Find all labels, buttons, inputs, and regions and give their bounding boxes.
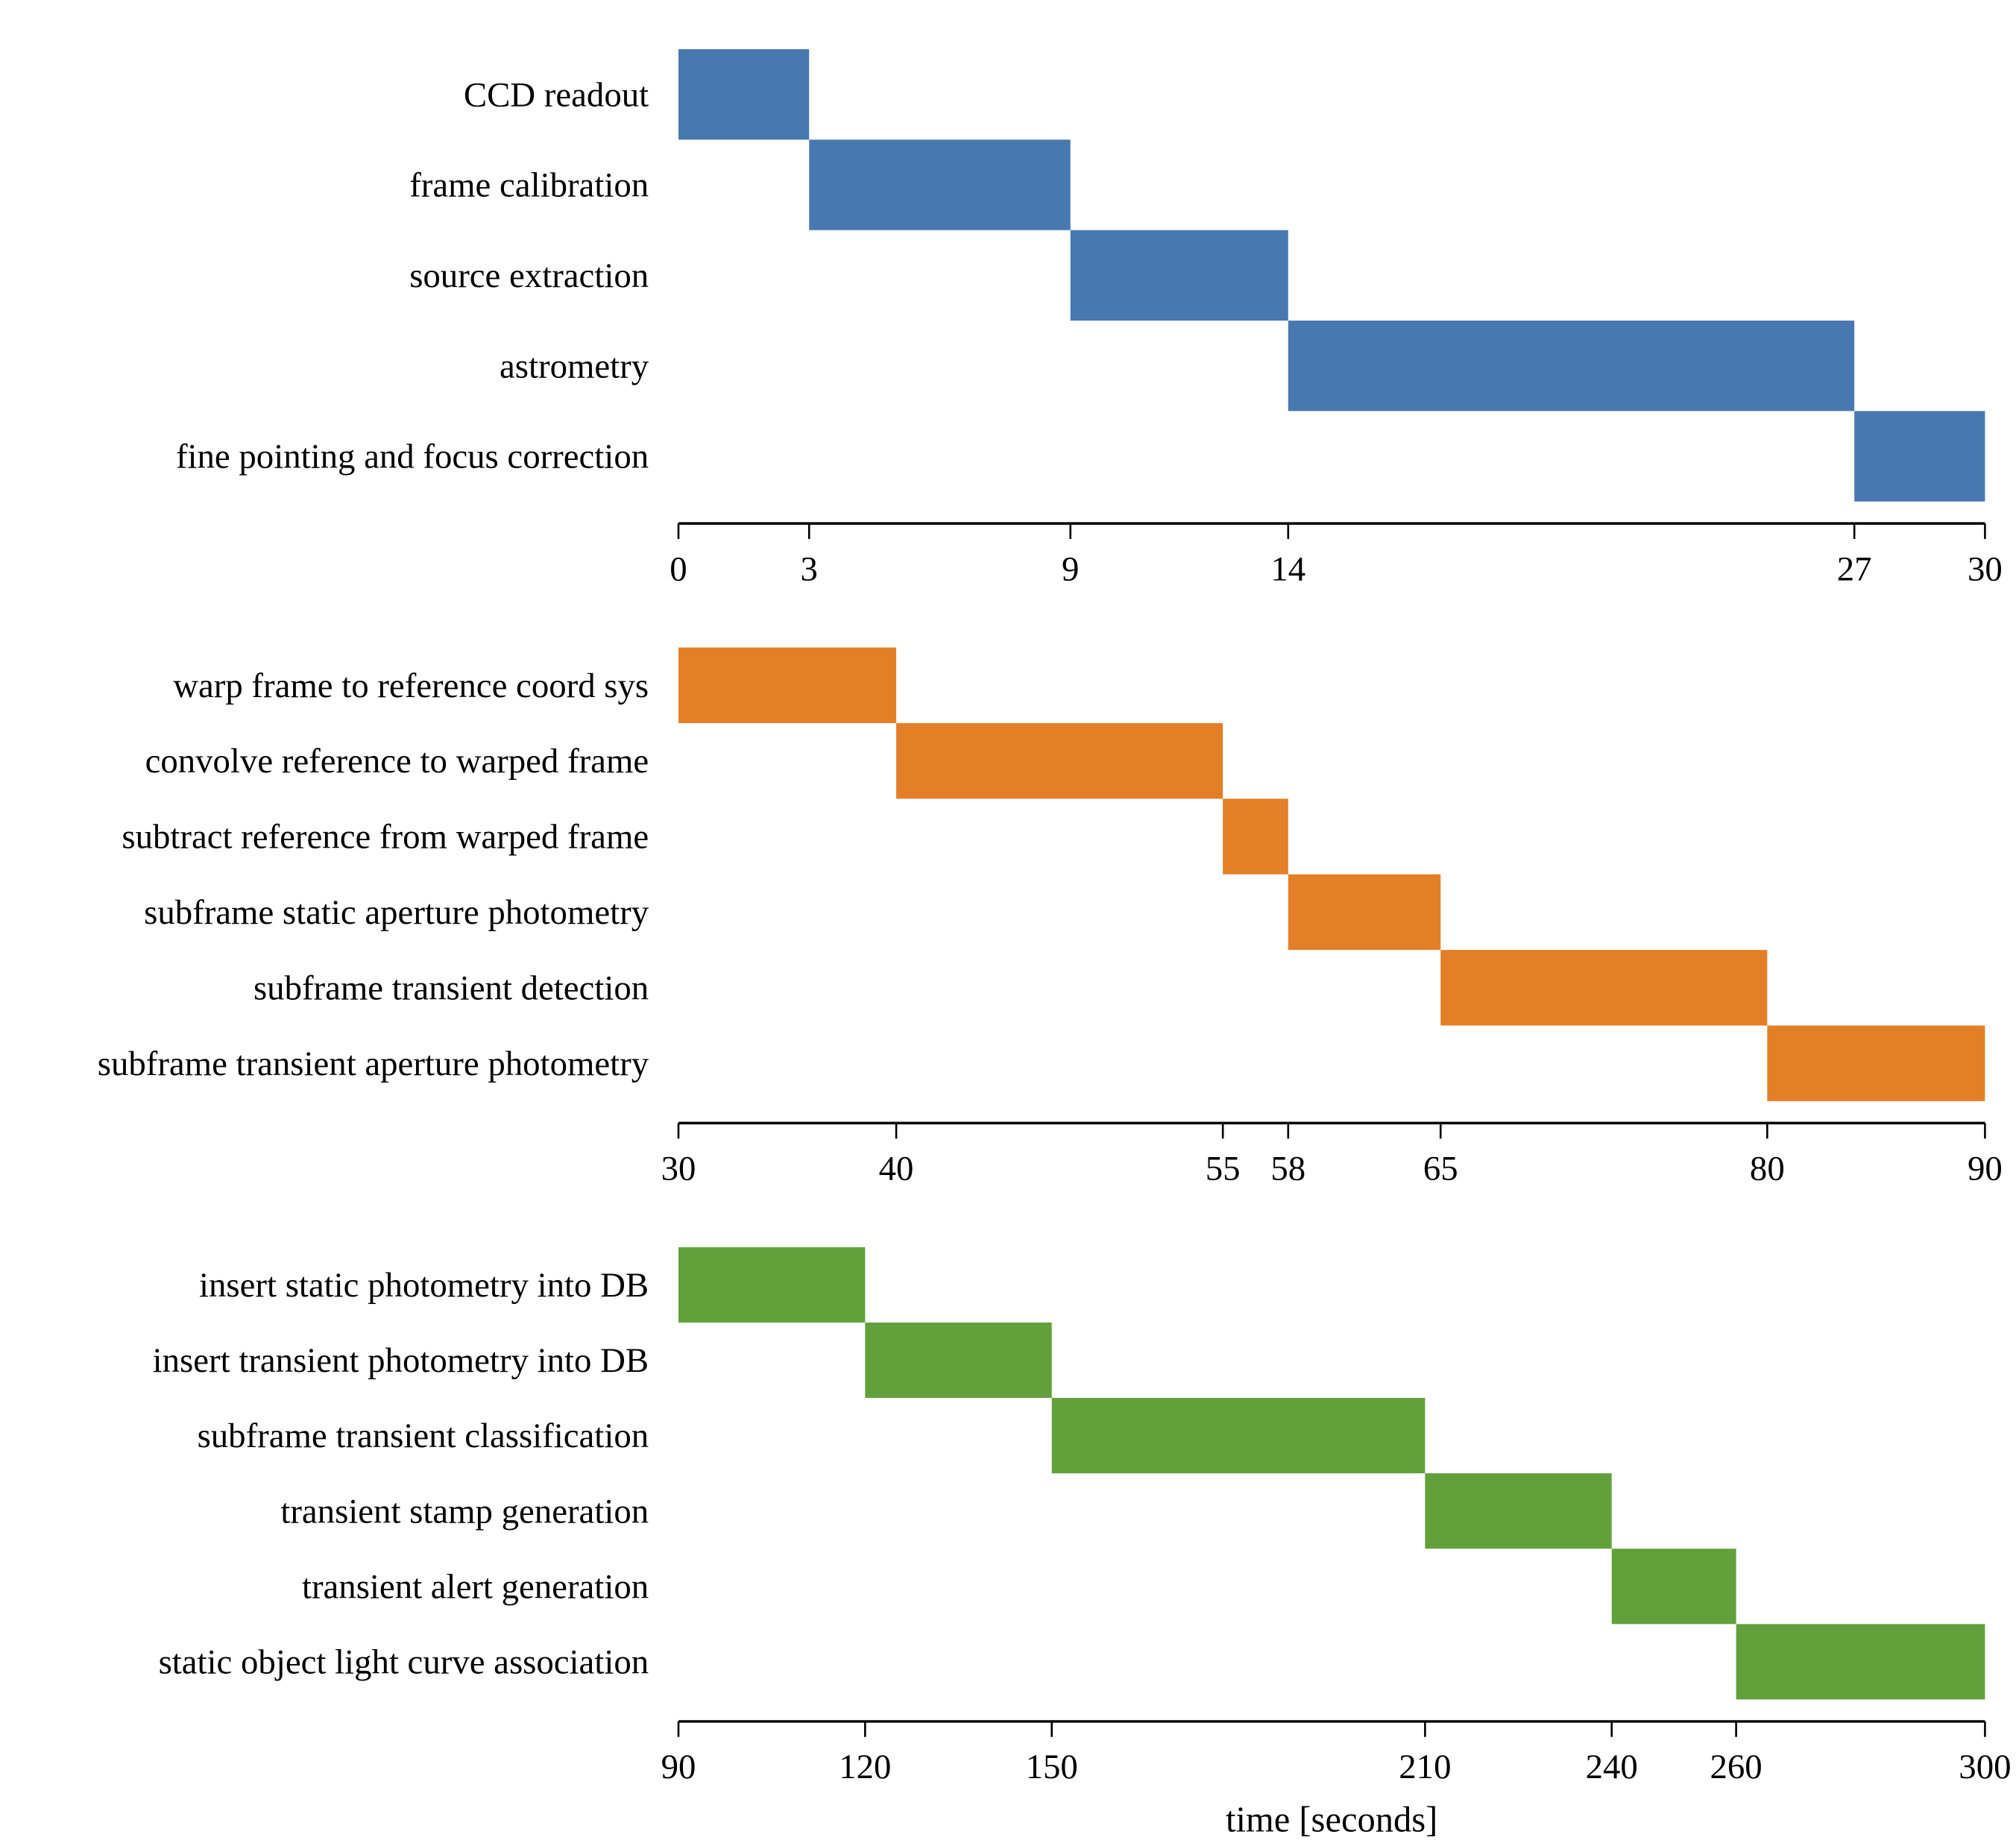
task-label: fine pointing and focus correction [176,438,649,476]
task-label: subtract reference from warped frame [122,818,649,857]
task-bar [678,1247,866,1323]
task-label: subframe static aperture photometry [144,893,649,932]
task-bar [896,722,1223,799]
task-label: convolve reference to warped frame [145,742,649,781]
panel-1: CCD readout frame calibration source extra… [176,49,2003,588]
task-bar [1611,1549,1736,1625]
x-tick-label: 3 [801,549,818,588]
x-tick-label: 260 [1710,1748,1763,1786]
task-label: insert static photometry into DB [199,1266,649,1305]
task-label: insert transient photometry into DB [153,1341,649,1380]
task-bar [1440,950,1768,1026]
task-bar [1767,1025,1985,1101]
task-bar [678,49,810,140]
task-bar [678,647,897,723]
task-bar [1051,1398,1426,1474]
x-tick-label: 80 [1750,1150,1785,1188]
x-tick-label: 120 [839,1748,891,1786]
panel-2: warp frame to reference coord sys convolv… [98,647,2003,1188]
task-bar [1288,321,1855,412]
x-tick-label: 90 [1968,1150,2003,1188]
task-bar [865,1322,1052,1399]
x-tick-label: 40 [879,1150,914,1188]
task-label: frame calibration [409,166,649,205]
task-label: transient alert generation [302,1567,649,1606]
x-tick-label: 90 [661,1748,696,1786]
task-bar [1425,1473,1612,1549]
x-tick-label: 65 [1423,1150,1458,1188]
x-tick-label: 58 [1270,1150,1305,1188]
x-tick-label: 240 [1586,1748,1638,1786]
x-tick-label: 30 [1968,549,2003,588]
x-tick-label: 0 [670,549,687,588]
task-label: warp frame to reference coord sys [173,667,649,705]
task-label: astrometry [500,347,649,385]
task-bar [1070,230,1288,321]
x-tick-label: 9 [1062,549,1079,588]
x-tick-label: 150 [1026,1748,1078,1786]
x-tick-label: 210 [1399,1748,1451,1786]
task-label: static object light curve association [159,1643,649,1682]
x-axis-label: time [seconds] [1226,1800,1437,1839]
task-label: subframe transient classification [198,1417,649,1455]
task-label: source extraction [409,256,649,295]
task-bar [809,139,1071,230]
panel-3: insert static photometry into DB insert t… [153,1247,2012,1839]
task-bar [1288,874,1441,951]
task-label: subframe transient aperture photometry [98,1045,649,1083]
x-tick-label: 27 [1837,549,1872,588]
x-tick-label: 300 [1959,1748,2011,1786]
task-bar [1854,411,1985,502]
x-tick-label: 30 [661,1150,696,1188]
task-label: CCD readout [464,75,649,114]
task-bar [1223,798,1288,875]
x-tick-label: 55 [1206,1150,1241,1188]
task-label: subframe transient detection [253,968,649,1007]
task-bar [1736,1624,1985,1700]
task-label: transient stamp generation [280,1492,649,1531]
x-tick-label: 14 [1270,549,1305,588]
